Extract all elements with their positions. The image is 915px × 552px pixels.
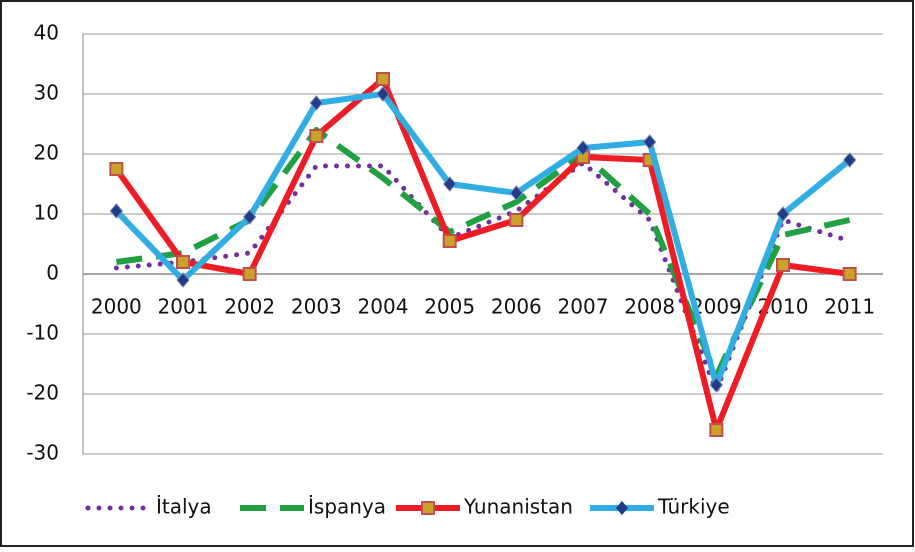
y-tick-label: -20 [26,381,59,405]
data-marker [509,213,524,227]
series-line [113,76,851,433]
data-marker [109,162,124,176]
data-marker [843,152,857,168]
data-marker [109,203,123,219]
data-marker [242,267,257,281]
data-marker [442,234,457,248]
y-tick-label: 20 [34,141,59,165]
x-tick-label: 2003 [291,295,342,319]
y-tick-label: 30 [34,81,59,105]
data-marker [176,255,190,269]
x-tick-label: 2007 [558,295,609,319]
y-tick-label: 0 [46,261,59,285]
data-marker [309,129,324,143]
data-marker [842,267,857,281]
data-marker [243,209,257,225]
data-marker [576,140,590,156]
legend-marker [616,501,628,515]
y-tick-label: 10 [34,201,59,225]
legend-label: İspanya [308,495,386,519]
data-marker [176,272,190,288]
data-marker [776,258,790,272]
y-tick-label: -30 [26,441,59,465]
data-marker [376,86,390,102]
x-tick-label: 2002 [224,295,275,319]
data-marker [643,134,657,150]
x-tick-label: 2001 [158,295,209,319]
data-marker [509,185,523,201]
y-tick-label: 40 [34,21,59,45]
x-tick-label: 2004 [358,295,409,319]
legend-label: Yunanistan [463,495,573,519]
data-marker [443,176,457,192]
x-tick-label: 2011 [824,295,875,319]
x-tick-label: 2008 [624,295,675,319]
legend-label: Türkiye [657,495,730,519]
data-marker [709,423,724,437]
data-marker [309,95,323,111]
legend-marker [421,501,435,515]
series-line [113,160,853,394]
x-tick-label: 2000 [91,295,142,319]
data-marker [776,206,790,222]
x-tick-label: 2005 [424,295,475,319]
series-line [114,91,852,388]
legend-label: İtalya [156,495,212,519]
data-marker [709,377,723,393]
x-tick-label: 2006 [491,295,542,319]
y-tick-label: -10 [26,321,59,345]
data-marker [376,72,390,86]
